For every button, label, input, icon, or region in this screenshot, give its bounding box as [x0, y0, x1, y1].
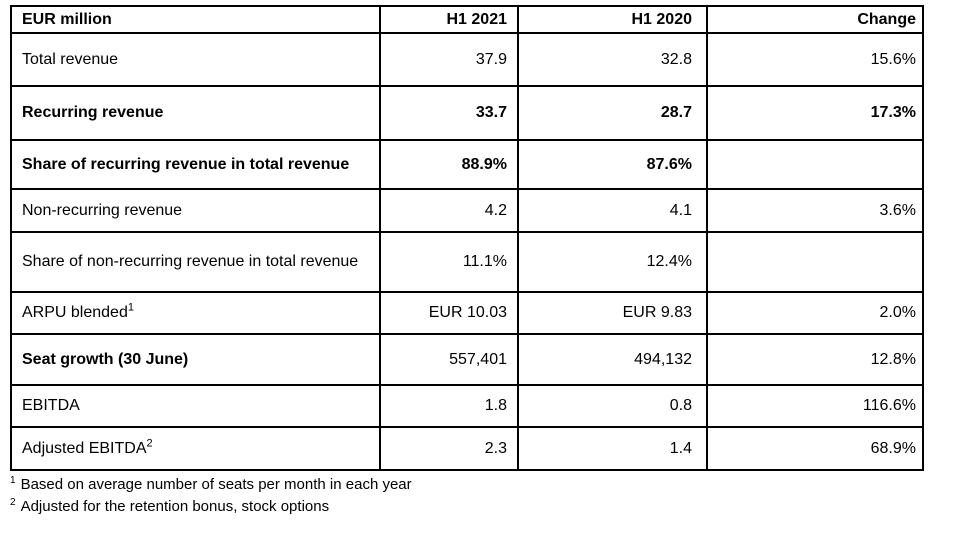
footnote-2-text: Adjusted for the retention bonus, stock … — [20, 498, 330, 515]
footnote-2-marker: 2 — [10, 497, 16, 508]
footnote-1-marker: 1 — [10, 475, 16, 486]
footnote-2: 2 Adjusted for the retention bonus, stock… — [10, 494, 412, 516]
row-label: ARPU blended1 — [10, 291, 381, 335]
value-h1-2021: EUR 10.03 — [379, 291, 519, 335]
row-label: EBITDA — [10, 384, 381, 428]
table-row-ebitda: EBITDA 1.8 0.8 116.6% — [10, 384, 924, 428]
financial-table: EUR million H1 2021 H1 2020 Change Total… — [10, 5, 924, 471]
header-cell-change: Change — [706, 5, 924, 34]
row-label: Adjusted EBITDA2 — [10, 426, 381, 471]
value-change: 2.0% — [706, 291, 924, 335]
value-change — [706, 139, 924, 190]
value-h1-2020: 0.8 — [517, 384, 708, 428]
header-cell-h1-2020: H1 2020 — [517, 5, 708, 34]
label-superscript: 2 — [146, 437, 153, 450]
row-label: Share of recurring revenue in total reve… — [10, 139, 381, 190]
table-row-arpu-blended: ARPU blended1 EUR 10.03 EUR 9.83 2.0% — [10, 291, 924, 335]
table-row-seat-growth: Seat growth (30 June) 557,401 494,132 12… — [10, 333, 924, 386]
value-h1-2020: 87.6% — [517, 139, 708, 190]
footnotes: 1 Based on average number of seats per mo… — [10, 472, 412, 516]
table-row-recurring-revenue: Recurring revenue 33.7 28.7 17.3% — [10, 85, 924, 141]
header-cell-eur-million: EUR million — [10, 5, 381, 34]
value-h1-2020: 1.4 — [517, 426, 708, 471]
value-h1-2020: EUR 9.83 — [517, 291, 708, 335]
value-change: 68.9% — [706, 426, 924, 471]
row-label: Seat growth (30 June) — [10, 333, 381, 386]
value-h1-2021: 4.2 — [379, 188, 519, 233]
table-row-adjusted-ebitda: Adjusted EBITDA2 2.3 1.4 68.9% — [10, 426, 924, 471]
row-label: Non-recurring revenue — [10, 188, 381, 233]
value-change: 12.8% — [706, 333, 924, 386]
value-change: 15.6% — [706, 32, 924, 87]
value-change: 116.6% — [706, 384, 924, 428]
table-header-row: EUR million H1 2021 H1 2020 Change — [10, 5, 924, 34]
value-h1-2020: 12.4% — [517, 231, 708, 293]
table-row-total-revenue: Total revenue 37.9 32.8 15.6% — [10, 32, 924, 87]
footnote-1-text: Based on average number of seats per mon… — [20, 476, 412, 493]
table-row-share-recurring: Share of recurring revenue in total reve… — [10, 139, 924, 190]
value-h1-2020: 32.8 — [517, 32, 708, 87]
value-h1-2021: 37.9 — [379, 32, 519, 87]
value-h1-2021: 88.9% — [379, 139, 519, 190]
value-h1-2021: 11.1% — [379, 231, 519, 293]
value-change — [706, 231, 924, 293]
row-label: Share of non-recurring revenue in total … — [10, 231, 381, 293]
value-change: 17.3% — [706, 85, 924, 141]
value-h1-2021: 2.3 — [379, 426, 519, 471]
value-h1-2020: 28.7 — [517, 85, 708, 141]
financial-table-container: EUR million H1 2021 H1 2020 Change Total… — [10, 5, 924, 471]
row-label: Total revenue — [10, 32, 381, 87]
value-h1-2020: 4.1 — [517, 188, 708, 233]
value-change: 3.6% — [706, 188, 924, 233]
label-superscript: 1 — [127, 301, 134, 314]
value-h1-2021: 557,401 — [379, 333, 519, 386]
row-label: Recurring revenue — [10, 85, 381, 141]
value-h1-2021: 33.7 — [379, 85, 519, 141]
table-row-non-recurring-revenue: Non-recurring revenue 4.2 4.1 3.6% — [10, 188, 924, 233]
value-h1-2021: 1.8 — [379, 384, 519, 428]
footnote-1: 1 Based on average number of seats per mo… — [10, 472, 412, 494]
table-row-share-non-recurring: Share of non-recurring revenue in total … — [10, 231, 924, 293]
value-h1-2020: 494,132 — [517, 333, 708, 386]
header-cell-h1-2021: H1 2021 — [379, 5, 519, 34]
